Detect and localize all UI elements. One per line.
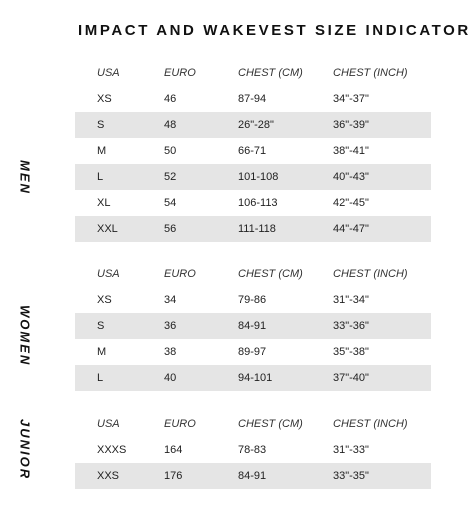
table-row: XXXS 164 78-83 31"-33" — [75, 437, 431, 463]
table-header-row: USA EURO CHEST (CM) CHEST (INCH) — [75, 60, 431, 86]
table-row: L 40 94-101 37"-40" — [75, 365, 431, 391]
cell-chest-inch: 31"-33" — [333, 444, 369, 456]
column-header-chest-cm: CHEST (CM) — [238, 67, 303, 79]
table-row: XS 46 87-94 34"-37" — [75, 86, 431, 112]
cell-euro: 52 — [164, 171, 177, 183]
cell-chest-inch: 42"-45" — [333, 197, 369, 209]
size-table-women: USA EURO CHEST (CM) CHEST (INCH) XS 34 7… — [75, 261, 431, 391]
cell-chest-cm: 79-86 — [238, 294, 267, 306]
cell-chest-inch: 34"-37" — [333, 93, 369, 105]
cell-chest-inch: 44"-47" — [333, 223, 369, 235]
table-row: XXL 56 111-118 44"-47" — [75, 216, 431, 242]
cell-chest-cm: 89-97 — [238, 346, 267, 358]
cell-chest-cm: 66-71 — [238, 145, 267, 157]
cell-euro: 54 — [164, 197, 177, 209]
cell-chest-cm: 26"-28" — [238, 119, 274, 131]
column-header-chest-cm: CHEST (CM) — [238, 418, 303, 430]
column-header-chest-inch: CHEST (INCH) — [333, 418, 408, 430]
table-row: S 48 26"-28" 36"-39" — [75, 112, 431, 138]
cell-usa: XXL — [97, 223, 118, 235]
cell-chest-inch: 33"-35" — [333, 470, 369, 482]
cell-chest-inch: 35"-38" — [333, 346, 369, 358]
column-header-chest-inch: CHEST (INCH) — [333, 67, 408, 79]
table-row: XXS 176 84-91 33"-35" — [75, 463, 431, 489]
cell-euro: 34 — [164, 294, 177, 306]
cell-chest-inch: 33"-36" — [333, 320, 369, 332]
column-header-usa: USA — [97, 418, 120, 430]
cell-chest-cm: 111-118 — [238, 223, 276, 235]
table-row: S 36 84-91 33"-36" — [75, 313, 431, 339]
cell-chest-inch: 38"-41" — [333, 145, 369, 157]
cell-euro: 38 — [164, 346, 177, 358]
table-header-row: USA EURO CHEST (CM) CHEST (INCH) — [75, 261, 431, 287]
cell-euro: 36 — [164, 320, 177, 332]
table-row: M 38 89-97 35"-38" — [75, 339, 431, 365]
section-label-women: WOMEN — [17, 305, 33, 367]
cell-usa: XXS — [97, 470, 120, 482]
table-header-row: USA EURO CHEST (CM) CHEST (INCH) — [75, 411, 431, 437]
cell-euro: 164 — [164, 444, 183, 456]
cell-euro: 40 — [164, 372, 177, 384]
cell-chest-inch: 36"-39" — [333, 119, 369, 131]
cell-chest-cm: 94-101 — [238, 372, 273, 384]
cell-usa: XL — [97, 197, 111, 209]
cell-usa: L — [97, 171, 104, 183]
column-header-usa: USA — [97, 67, 120, 79]
cell-usa: XS — [97, 294, 112, 306]
cell-euro: 46 — [164, 93, 177, 105]
table-row: M 50 66-71 38"-41" — [75, 138, 431, 164]
page-title: IMPACT AND WAKEVEST SIZE INDICATOR — [78, 22, 471, 39]
column-header-chest-inch: CHEST (INCH) — [333, 268, 408, 280]
section-label-men: MEN — [17, 159, 33, 195]
size-table-men: USA EURO CHEST (CM) CHEST (INCH) XS 46 8… — [75, 60, 431, 242]
column-header-usa: USA — [97, 268, 120, 280]
table-row: L 52 101-108 40"-43" — [75, 164, 431, 190]
cell-usa: S — [97, 119, 105, 131]
cell-usa: M — [97, 145, 107, 157]
size-table-junior: USA EURO CHEST (CM) CHEST (INCH) XXXS 16… — [75, 411, 431, 489]
column-header-euro: EURO — [164, 67, 196, 79]
column-header-chest-cm: CHEST (CM) — [238, 268, 303, 280]
cell-chest-inch: 37"-40" — [333, 372, 369, 384]
table-row: XS 34 79-86 31"-34" — [75, 287, 431, 313]
cell-chest-cm: 101-108 — [238, 171, 279, 183]
column-header-euro: EURO — [164, 418, 196, 430]
cell-usa: XS — [97, 93, 112, 105]
cell-chest-cm: 87-94 — [238, 93, 267, 105]
table-row: XL 54 106-113 42"-45" — [75, 190, 431, 216]
cell-euro: 176 — [164, 470, 183, 482]
cell-chest-cm: 84-91 — [238, 320, 267, 332]
cell-euro: 48 — [164, 119, 177, 131]
cell-euro: 56 — [164, 223, 177, 235]
cell-chest-cm: 84-91 — [238, 470, 267, 482]
cell-usa: L — [97, 372, 104, 384]
cell-usa: M — [97, 346, 107, 358]
section-label-junior: JUNIOR — [17, 419, 33, 481]
cell-usa: XXXS — [97, 444, 127, 456]
cell-chest-inch: 31"-34" — [333, 294, 369, 306]
cell-usa: S — [97, 320, 105, 332]
cell-euro: 50 — [164, 145, 177, 157]
cell-chest-cm: 106-113 — [238, 197, 278, 209]
cell-chest-inch: 40"-43" — [333, 171, 369, 183]
column-header-euro: EURO — [164, 268, 196, 280]
cell-chest-cm: 78-83 — [238, 444, 267, 456]
